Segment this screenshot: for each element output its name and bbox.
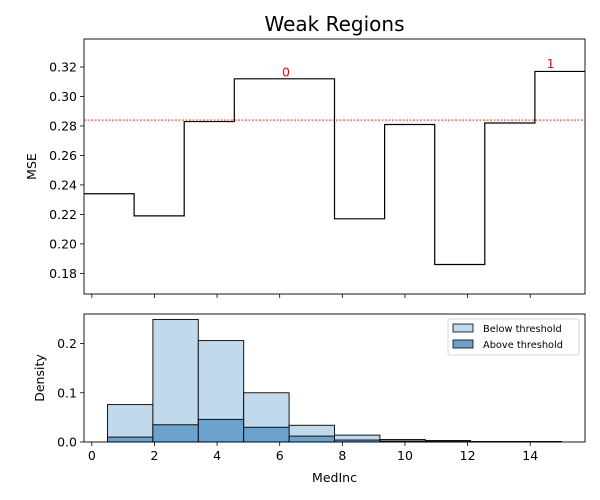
below-threshold-bar: [152, 318, 199, 443]
bottom-xtick-label: 14: [522, 448, 538, 463]
bottom-xtick-label: 6: [276, 448, 284, 463]
above-threshold-bar: [152, 424, 199, 443]
bottom-xtick-label: 8: [338, 448, 346, 463]
top-ytick-label: 0.20: [49, 236, 77, 251]
bottom-axes-frame: [83, 313, 586, 443]
above-threshold-bar: [197, 418, 245, 443]
below-threshold-bar: [107, 404, 154, 443]
legend-box: [447, 318, 580, 356]
top-ytick-label: 0.30: [49, 89, 77, 104]
bottom-xtick-label: 4: [213, 448, 221, 463]
bottom-xtick-label: 0: [88, 448, 96, 463]
bottom-ylabel: Density: [32, 354, 47, 402]
legend-label-below: Below threshold: [483, 324, 562, 335]
above-threshold-bar: [107, 436, 154, 443]
bottom-xtick-label: 12: [460, 448, 476, 463]
top-ytick-label: 0.22: [49, 207, 77, 222]
top-ytick-label: 0.28: [49, 118, 77, 133]
top-axes-frame: [83, 38, 586, 295]
top-ytick-label: 0.32: [49, 60, 77, 75]
bottom-xlabel: MedInc: [312, 470, 357, 485]
bottom-ytick-label: 0.1: [57, 385, 77, 400]
legend-swatch-above: [452, 339, 474, 349]
region-annotation-1: 1: [547, 56, 555, 71]
top-ytick-label: 0.18: [49, 266, 77, 281]
top-ylabel: MSE: [24, 153, 39, 180]
bottom-ytick-label: 0.0: [57, 435, 77, 450]
region-annotation-0: 0: [282, 65, 290, 80]
legend-swatch-below: [452, 323, 474, 333]
top-ytick-label: 0.26: [49, 148, 77, 163]
bottom-ytick-label: 0.2: [57, 336, 77, 351]
top-ytick-label: 0.24: [49, 177, 77, 192]
bottom-xtick-label: 2: [150, 448, 158, 463]
legend: Below threshold Above threshold: [447, 318, 580, 356]
chart-title: Weak Regions: [265, 12, 405, 36]
legend-label-above: Above threshold: [483, 340, 563, 351]
above-threshold-bar: [243, 426, 290, 443]
above-threshold-bar: [288, 435, 335, 443]
mse-step-line: [84, 70, 585, 266]
bottom-xtick-label: 10: [397, 448, 413, 463]
